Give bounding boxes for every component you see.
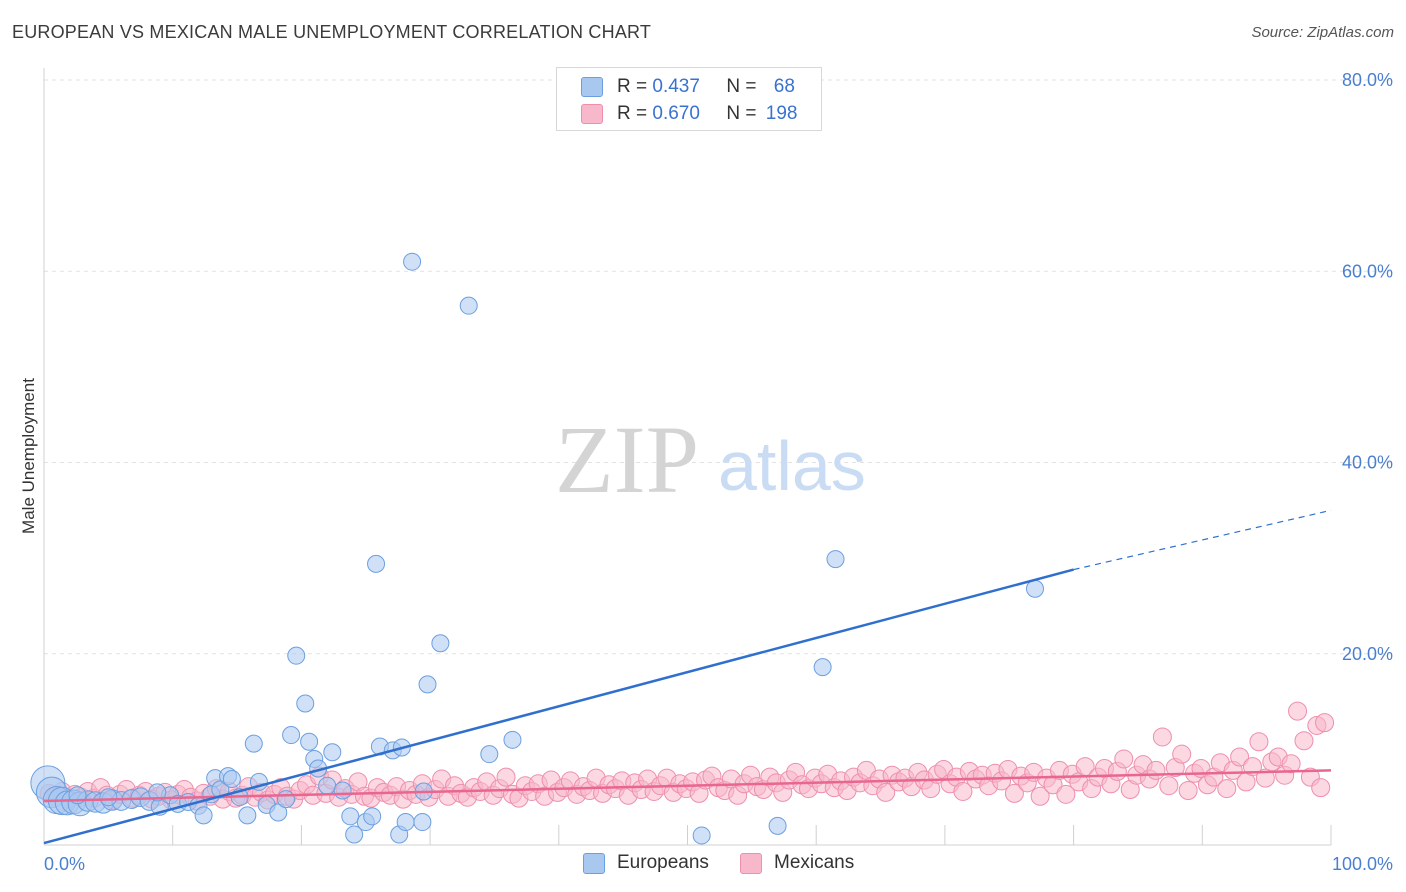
mexicans-point [1030, 786, 1050, 806]
mexicans-point [1056, 784, 1076, 804]
chart-title: EUROPEAN VS MEXICAN MALE UNEMPLOYMENT CO… [12, 22, 652, 42]
europeans-point [363, 807, 382, 826]
mexicans-point [1004, 783, 1024, 803]
mexicans-point [1255, 768, 1275, 788]
legend-item-mexicans[interactable]: Mexicans [740, 852, 854, 874]
europeans-point [323, 743, 342, 762]
mexicans-n-value: 198 [765, 103, 798, 124]
europeans-point [367, 554, 386, 573]
europeans-point [345, 825, 364, 844]
mexicans-point [1281, 754, 1301, 774]
europeans-point [459, 296, 478, 315]
europeans-point [300, 732, 319, 751]
series-legend: Europeans Mexicans [0, 852, 1406, 878]
legend-item-europeans[interactable]: Europeans [583, 852, 709, 874]
europeans-point [238, 806, 257, 825]
europeans-point [341, 807, 360, 826]
europeans-point [296, 694, 315, 713]
axes [43, 68, 1332, 846]
europeans-point [148, 783, 167, 802]
mexicans-point [1315, 713, 1335, 733]
europeans-point [194, 806, 213, 825]
europeans-trend-line [43, 568, 1074, 845]
y-tick-label: 20.0% [1342, 644, 1393, 664]
europeans-point [826, 550, 845, 569]
mexicans-point [1146, 760, 1166, 780]
source-label: Source: ZipAtlas.com [1251, 24, 1394, 41]
mexicans-point [1217, 779, 1237, 799]
europeans-points [30, 252, 1044, 845]
r-label: R = [617, 103, 653, 124]
watermark-atlas: atlas [718, 427, 866, 505]
mexicans-point [496, 767, 516, 787]
y-axis-label: Male Unemployment [19, 378, 38, 534]
europeans-point [222, 770, 241, 789]
europeans-point [403, 252, 422, 271]
europeans-point [333, 781, 352, 800]
europeans-point [269, 803, 288, 822]
tick-labels: 20.0% 40.0% 60.0% 80.0% 0.0% 100.0% [44, 70, 1393, 874]
mexicans-point [1114, 749, 1134, 769]
europeans-point [480, 745, 499, 764]
legend-row-mexicans: R = 0.670 N = 198 [581, 102, 797, 126]
europeans-point [503, 730, 522, 749]
y-tick-label: 60.0% [1342, 261, 1393, 281]
mexicans-point [1172, 744, 1192, 764]
europeans-n-value: 68 [773, 76, 795, 97]
y-tick-label: 40.0% [1342, 453, 1393, 473]
mexicans-point [1288, 701, 1308, 721]
mexicans-point [1230, 747, 1250, 767]
mexicans-point [1178, 780, 1198, 800]
europeans-point [1025, 579, 1044, 598]
mexicans-point [876, 782, 896, 802]
europeans-point [768, 816, 787, 835]
mexicans-point [953, 781, 973, 801]
europeans-point [282, 726, 301, 745]
x-tick-label: 100.0% [1332, 854, 1393, 874]
europeans-legend-label: Europeans [617, 852, 709, 873]
mexicans-legend-label: Mexicans [774, 852, 855, 873]
legend-row-europeans: R = 0.437 N = 68 [581, 75, 795, 99]
europeans-point [276, 790, 295, 809]
europeans-point [99, 788, 118, 807]
mexicans-point [1159, 776, 1179, 796]
europeans-point [287, 646, 306, 665]
europeans-point [431, 634, 450, 653]
europeans-point [813, 658, 832, 677]
europeans-swatch [581, 77, 603, 97]
mexicans-point [1152, 727, 1172, 747]
n-label: N = [726, 103, 762, 124]
r-label: R = [617, 76, 653, 97]
watermark-zip: ZIP [555, 406, 699, 513]
europeans-legend-swatch [583, 852, 605, 874]
europeans-point [396, 813, 415, 832]
mexicans-point [1294, 731, 1314, 751]
europeans-point [244, 734, 263, 753]
mexicans-trend-line [43, 769, 1332, 803]
mexicans-point [1249, 732, 1269, 752]
mexicans-legend-swatch [740, 852, 762, 874]
europeans-point [318, 776, 337, 795]
trend-lines [43, 509, 1332, 845]
x-tick-label: 0.0% [44, 854, 85, 874]
europeans-trend-extension [1073, 509, 1332, 571]
y-tick-label: 80.0% [1342, 70, 1393, 90]
grid-lines [44, 79, 1394, 655]
correlation-legend: R = 0.437 N = 68 R = 0.670 N = 198 [556, 67, 822, 131]
europeans-point [413, 813, 432, 832]
mexicans-swatch [581, 104, 603, 124]
europeans-r-value: 0.437 [652, 76, 700, 97]
europeans-point [418, 675, 437, 694]
europeans-point [692, 826, 711, 845]
mexicans-point [1311, 778, 1331, 798]
n-label: N = [726, 76, 762, 97]
mexicans-r-value: 0.670 [652, 103, 700, 124]
